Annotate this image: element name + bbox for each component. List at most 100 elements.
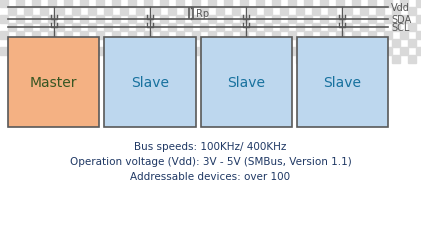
Bar bbox=[72, 8, 80, 16]
Bar bbox=[248, 40, 256, 48]
Bar bbox=[408, 56, 416, 64]
Bar bbox=[416, 16, 421, 24]
Bar bbox=[136, 40, 144, 48]
Bar bbox=[240, 16, 248, 24]
Bar bbox=[32, 16, 40, 24]
Text: SCL: SCL bbox=[391, 23, 409, 33]
Bar bbox=[392, 40, 400, 48]
Bar bbox=[128, 0, 136, 8]
Bar bbox=[128, 32, 136, 40]
Bar bbox=[24, 8, 32, 16]
Bar bbox=[296, 56, 304, 64]
Bar bbox=[272, 0, 280, 8]
Bar bbox=[352, 0, 360, 8]
Bar bbox=[168, 8, 176, 16]
Bar bbox=[8, 8, 16, 16]
Bar bbox=[40, 8, 48, 16]
Bar bbox=[312, 8, 320, 16]
Bar bbox=[200, 40, 208, 48]
Bar bbox=[216, 8, 224, 16]
Bar bbox=[264, 40, 272, 48]
Bar bbox=[96, 48, 104, 56]
Bar bbox=[144, 0, 152, 8]
Bar bbox=[328, 56, 336, 64]
Bar bbox=[152, 24, 160, 32]
Bar bbox=[72, 56, 80, 64]
Bar bbox=[376, 40, 384, 48]
Bar bbox=[368, 16, 376, 24]
Bar bbox=[240, 48, 248, 56]
Bar bbox=[264, 24, 272, 32]
Bar bbox=[64, 0, 72, 8]
Bar bbox=[136, 56, 144, 64]
Bar bbox=[96, 32, 104, 40]
Bar bbox=[184, 24, 192, 32]
Bar bbox=[320, 48, 328, 56]
Bar bbox=[320, 16, 328, 24]
Bar bbox=[408, 8, 416, 16]
Bar bbox=[304, 16, 312, 24]
Bar bbox=[144, 16, 152, 24]
Text: SDA: SDA bbox=[391, 15, 411, 25]
Bar bbox=[144, 32, 152, 40]
Bar bbox=[344, 8, 352, 16]
Bar bbox=[32, 48, 40, 56]
Text: Vdd: Vdd bbox=[391, 3, 410, 13]
Bar bbox=[88, 40, 96, 48]
Bar bbox=[384, 32, 392, 40]
Bar bbox=[88, 8, 96, 16]
Bar bbox=[392, 8, 400, 16]
Bar bbox=[200, 24, 208, 32]
Bar bbox=[176, 48, 184, 56]
Bar bbox=[384, 0, 392, 8]
Bar bbox=[0, 0, 8, 8]
Bar bbox=[400, 16, 408, 24]
Bar bbox=[416, 0, 421, 8]
Bar bbox=[136, 8, 144, 16]
Bar bbox=[192, 32, 200, 40]
Bar bbox=[112, 48, 120, 56]
Bar bbox=[296, 40, 304, 48]
Bar bbox=[272, 16, 280, 24]
Bar bbox=[192, 0, 200, 8]
Bar bbox=[152, 8, 160, 16]
Bar bbox=[368, 32, 376, 40]
Bar bbox=[64, 48, 72, 56]
Bar bbox=[120, 56, 128, 64]
Bar bbox=[256, 32, 264, 40]
Bar bbox=[168, 56, 176, 64]
Bar bbox=[40, 24, 48, 32]
Bar bbox=[96, 0, 104, 8]
Bar bbox=[400, 0, 408, 8]
Bar bbox=[8, 56, 16, 64]
Text: Rp: Rp bbox=[196, 9, 209, 19]
Bar bbox=[352, 16, 360, 24]
Bar bbox=[344, 40, 352, 48]
Bar bbox=[360, 40, 368, 48]
Bar bbox=[232, 8, 240, 16]
Bar bbox=[152, 40, 160, 48]
Bar bbox=[280, 24, 288, 32]
Text: Addressable devices: over 100: Addressable devices: over 100 bbox=[131, 171, 290, 181]
Bar bbox=[72, 24, 80, 32]
Bar bbox=[416, 32, 421, 40]
Bar bbox=[64, 16, 72, 24]
Bar bbox=[160, 48, 168, 56]
Bar bbox=[240, 32, 248, 40]
Bar bbox=[16, 16, 24, 24]
Bar bbox=[297, 38, 388, 127]
Bar bbox=[360, 24, 368, 32]
Bar bbox=[24, 24, 32, 32]
Bar bbox=[104, 56, 112, 64]
Bar bbox=[400, 48, 408, 56]
Bar bbox=[224, 32, 232, 40]
Bar bbox=[176, 16, 184, 24]
Bar bbox=[328, 40, 336, 48]
Bar bbox=[120, 40, 128, 48]
Bar bbox=[280, 56, 288, 64]
Bar bbox=[232, 24, 240, 32]
Bar bbox=[376, 24, 384, 32]
Bar bbox=[304, 32, 312, 40]
Bar bbox=[400, 32, 408, 40]
Bar bbox=[176, 0, 184, 8]
